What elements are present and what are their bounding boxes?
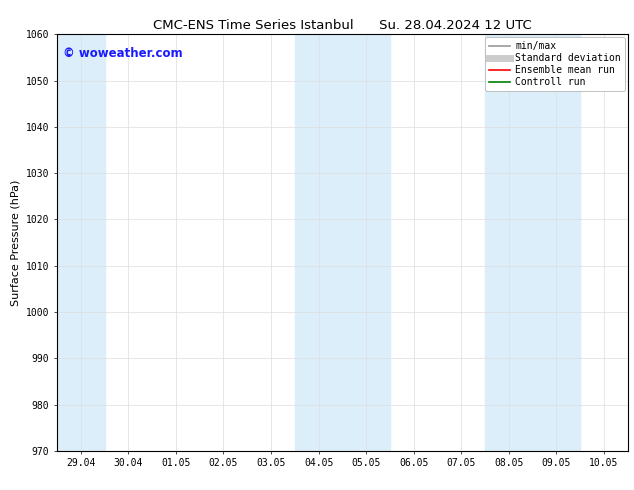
Y-axis label: Surface Pressure (hPa): Surface Pressure (hPa) <box>10 179 20 306</box>
Title: CMC-ENS Time Series Istanbul      Su. 28.04.2024 12 UTC: CMC-ENS Time Series Istanbul Su. 28.04.2… <box>153 19 532 32</box>
Text: © woweather.com: © woweather.com <box>63 47 183 60</box>
Bar <box>295 34 390 451</box>
Bar <box>485 34 580 451</box>
Legend: min/max, Standard deviation, Ensemble mean run, Controll run: min/max, Standard deviation, Ensemble me… <box>485 37 624 91</box>
Bar <box>57 34 105 451</box>
